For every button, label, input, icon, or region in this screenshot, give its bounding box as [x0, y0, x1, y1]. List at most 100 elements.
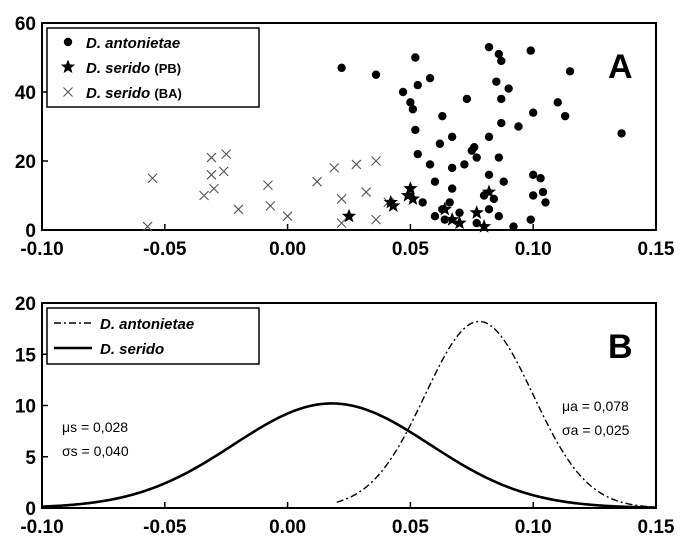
- data-point: [492, 77, 501, 86]
- data-point: [455, 208, 464, 217]
- panel-b-y-ticks: 0 5 10 15 20: [15, 294, 48, 520]
- data-point: [445, 198, 454, 207]
- data-point: [484, 42, 494, 52]
- data-point: [529, 170, 538, 179]
- data-point: [403, 181, 418, 195]
- legend-label-suffix: (PB): [154, 61, 181, 76]
- panel-a-y-tick-label: 60: [15, 14, 36, 35]
- panel-b-x-tick-label: -0.10: [20, 517, 63, 538]
- data-point: [206, 152, 217, 163]
- data-point: [142, 221, 153, 232]
- legend-label: D. serido (BA): [86, 85, 182, 102]
- panel-b-y-tick-label: 0: [25, 499, 36, 520]
- data-point: [472, 153, 481, 162]
- panel-a-legend: D. antonietae D. serido (PB) D. serido (B…: [46, 27, 260, 108]
- data-point: [408, 105, 418, 114]
- panel-b-legend: D. antonietae D. serido: [46, 307, 260, 365]
- panel-b-y-tick-label: 15: [15, 345, 37, 366]
- annotation-mu-antonietae: μa = 0,078: [562, 398, 629, 414]
- panel-b-x-tick-label: -0.05: [143, 517, 187, 538]
- data-point: [430, 212, 440, 221]
- data-point: [329, 163, 340, 173]
- panel-a-y-ticks: 0 20 40 60: [15, 14, 48, 242]
- panel-b-y-tick-label: 20: [15, 294, 36, 315]
- panel-a-x-tick-label: 0.15: [638, 239, 675, 260]
- data-point: [341, 208, 357, 223]
- data-point: [425, 74, 435, 83]
- data-point: [504, 84, 513, 93]
- series-x-points: [142, 149, 416, 232]
- data-point: [425, 160, 435, 169]
- panel-b-x-tick-label: 0.00: [269, 517, 306, 538]
- data-point: [418, 198, 427, 207]
- data-point: [617, 129, 626, 138]
- data-point: [541, 198, 550, 207]
- legend-label: D. serido (PB): [86, 60, 181, 77]
- data-point: [460, 160, 469, 169]
- data-point: [476, 219, 492, 233]
- data-point: [400, 188, 416, 202]
- data-point: [467, 146, 476, 155]
- data-point: [435, 139, 445, 148]
- data-point: [147, 173, 158, 184]
- data-point: [437, 201, 452, 216]
- panel-a-y-tick-label: 0: [25, 221, 36, 242]
- data-point: [529, 191, 538, 200]
- data-point: [361, 187, 372, 197]
- data-point: [438, 111, 447, 121]
- data-point: [469, 205, 484, 219]
- panel-b-x-tick-label: 0.15: [638, 517, 675, 538]
- panel-b-y-tick-label: 5: [25, 448, 36, 469]
- data-point: [413, 149, 422, 159]
- panel-b-chart: 0 5 10 15 20 -0.10 -0.05 0.00 0.05 0.10 0.15 B D.…: [15, 294, 675, 538]
- data-point: [336, 218, 347, 228]
- panel-a-legend-box: [46, 27, 260, 108]
- data-point: [514, 122, 523, 131]
- data-point: [430, 177, 440, 186]
- panel-a-plot-frame: [41, 22, 657, 231]
- legend-label-suffix: (BA): [154, 86, 181, 101]
- data-point: [445, 212, 460, 226]
- data-point: [447, 163, 457, 173]
- data-point: [526, 46, 535, 55]
- annotation-mu-serido: μs = 0,028: [62, 419, 128, 435]
- data-point: [565, 67, 575, 76]
- data-point: [452, 215, 467, 230]
- data-point: [494, 212, 504, 221]
- panel-a-x-tick-label: 0.05: [392, 239, 429, 260]
- legend-marker-star: [60, 59, 76, 74]
- data-point: [337, 63, 346, 73]
- data-point: [351, 159, 362, 170]
- legend-label: D. antonietae: [86, 35, 180, 52]
- curve-antonietae: [336, 320, 657, 508]
- panel-a-legend-entries: D. antonietae D. serido (PB) D. serido (B…: [60, 35, 182, 102]
- annotation-sigma-serido: σs = 0,040: [62, 443, 129, 459]
- panel-a-x-tick-label: 0.10: [515, 239, 552, 260]
- data-point: [411, 53, 420, 62]
- data-point: [484, 205, 494, 214]
- data-point: [462, 94, 472, 104]
- data-point: [282, 211, 293, 222]
- data-point: [371, 214, 381, 225]
- data-point: [413, 80, 422, 90]
- data-point: [494, 153, 504, 162]
- data-point: [406, 98, 415, 107]
- data-point: [206, 169, 217, 180]
- data-point: [199, 190, 209, 201]
- data-point: [209, 183, 219, 194]
- data-point: [529, 108, 538, 117]
- data-point: [497, 118, 506, 128]
- data-point: [218, 166, 229, 177]
- data-point: [371, 156, 381, 166]
- annotation-sigma-antonietae: σa = 0,025: [562, 422, 630, 438]
- data-point: [484, 170, 494, 179]
- data-point: [560, 111, 570, 121]
- data-point: [481, 184, 497, 199]
- data-point: [447, 132, 457, 142]
- panel-b-x-tick-label: 0.10: [515, 517, 552, 538]
- data-point: [312, 176, 322, 187]
- panel-b-label: B: [608, 328, 633, 366]
- legend-marker-x: [63, 87, 73, 97]
- data-point: [494, 49, 504, 59]
